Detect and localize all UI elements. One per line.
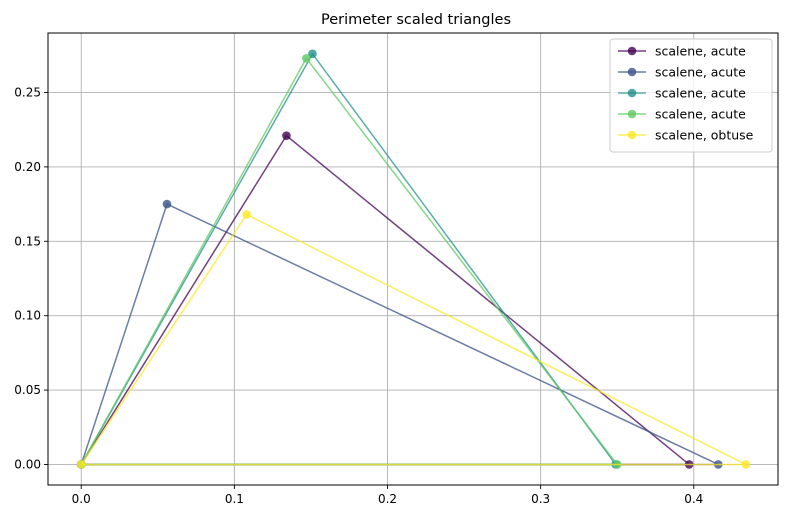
legend-swatch-marker [627,88,637,98]
axis-ticks: 0.0 0.1 0.2 0.3 0.4 0.00 0.05 0.10 0.15 0.20 0.25 [14,86,703,506]
x-tick-label: 0.0 [72,492,91,506]
data-point [282,131,291,140]
legend-swatch-marker [627,109,637,119]
plot-frame [47,32,779,486]
series-5 [76,210,751,469]
y-tick-label: 0.10 [14,309,41,323]
legend-swatch-marker [627,67,637,77]
series-layer [76,49,751,469]
y-tick-label: 0.00 [14,457,41,471]
data-point [162,199,172,209]
legend-swatch-marker [627,130,637,140]
data-point [308,49,317,59]
legend-label: scalene, acute [655,107,746,122]
x-tick-label: 0.2 [378,492,397,506]
x-tick-label: 0.3 [531,492,550,506]
y-tick-label: 0.05 [14,383,41,397]
legend-label: scalene, obtuse [655,128,754,143]
y-tick-label: 0.15 [14,234,41,248]
data-point [741,460,751,469]
data-point [302,53,311,63]
legend-label: scalene, acute [655,65,746,80]
legend-swatch-marker [627,46,637,56]
legend: scalene, acute scalene, acute scalene, acu… [609,38,773,153]
legend-label: scalene, acute [655,44,746,59]
y-tick-label: 0.25 [14,86,41,100]
legend-label: scalene, acute [655,86,746,101]
y-tick-label: 0.20 [14,160,41,174]
x-tick-label: 0.1 [225,492,244,506]
series-line [80,213,747,466]
legend-box [609,38,773,153]
chart-title: Perimeter scaled triangles [321,12,511,28]
data-point [76,460,86,469]
x-tick-label: 0.4 [684,492,703,506]
data-point [242,210,251,219]
